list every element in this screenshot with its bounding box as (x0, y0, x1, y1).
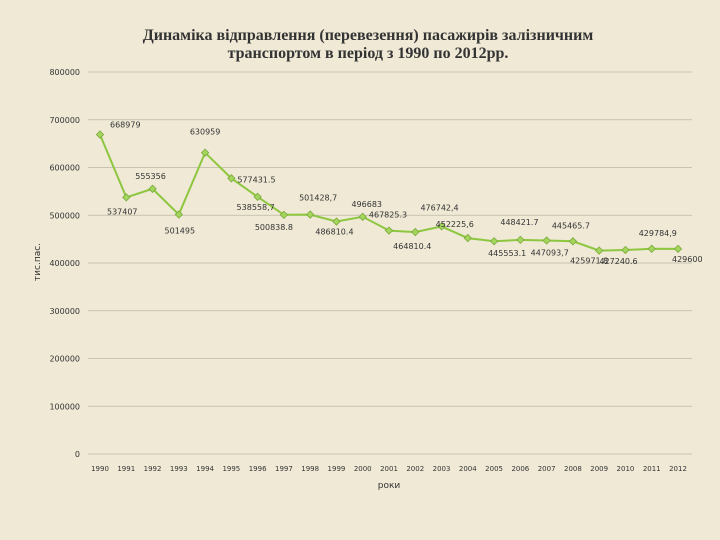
x-tick-label: 2009 (590, 465, 608, 473)
data-label: 630959 (190, 128, 221, 137)
data-point-marker (621, 245, 630, 255)
data-label: 668979 (110, 121, 141, 130)
data-label: 500838.8 (255, 223, 293, 232)
data-label: 427240.6 (599, 257, 637, 266)
data-label: 445553.1 (488, 249, 526, 258)
data-point-marker (122, 193, 131, 202)
y-tick-label: 600000 (49, 164, 80, 173)
data-label: 577431.5 (237, 175, 275, 184)
x-tick-label: 1992 (144, 465, 162, 473)
x-tick-label: 1998 (301, 465, 319, 473)
data-point-marker (95, 130, 105, 139)
x-tick-label: 1997 (275, 465, 293, 473)
data-label: 425971.8 (570, 257, 608, 266)
data-label: 447093,7 (531, 249, 569, 258)
data-point-marker (227, 174, 236, 183)
data-label: 538558,7 (237, 203, 275, 212)
x-axis-title: роки (378, 481, 401, 491)
data-label: 467825.3 (369, 211, 407, 220)
data-point-marker (437, 222, 446, 231)
data-label: 537407 (107, 207, 138, 216)
x-tick-label: 2004 (459, 465, 477, 473)
x-tick-label: 1994 (196, 465, 214, 473)
data-labels: 668979 537407 555356 501495 630959 577431.5 53… (107, 121, 703, 266)
data-label: 555356 (135, 172, 166, 181)
x-tick-label: 2012 (669, 465, 687, 473)
data-label: 501495 (165, 227, 196, 236)
y-axis-ticks: 0 100000 200000 300000 400000 500000 600000 700… (49, 68, 80, 459)
x-axis-ticks: 1990 1991 1992 1993 1994 1995 1996 1997 1998 1999… (91, 465, 687, 473)
series-markers (95, 130, 683, 255)
x-tick-label: 1995 (222, 465, 240, 473)
data-point-marker (647, 244, 656, 253)
x-tick-label: 1993 (170, 465, 188, 473)
y-axis-title: тис.пас. (33, 243, 43, 281)
data-label: 448421.7 (500, 218, 538, 227)
data-point-marker (200, 148, 210, 157)
x-tick-label: 2008 (564, 465, 582, 473)
x-tick-label: 2003 (433, 465, 451, 473)
data-label: 429784,9 (639, 229, 677, 238)
data-point-marker (411, 227, 420, 237)
chart-title-line-1: Динаміка відправлення (перевезення) паса… (143, 27, 594, 44)
data-point-marker (384, 226, 394, 235)
x-tick-label: 2000 (354, 465, 372, 473)
data-label: 496683 (351, 200, 382, 209)
data-label: 452225,6 (436, 220, 474, 229)
x-tick-label: 1996 (249, 465, 267, 473)
y-tick-label: 700000 (49, 116, 80, 125)
y-tick-label: 300000 (49, 307, 80, 316)
y-tick-label: 100000 (49, 402, 80, 411)
data-label: 501428,7 (299, 194, 337, 203)
data-point-marker (174, 210, 183, 219)
y-tick-label: 800000 (49, 68, 80, 77)
data-label: 486810.4 (315, 228, 353, 237)
data-point-marker (489, 237, 499, 246)
x-tick-label: 1991 (117, 465, 135, 473)
data-point-marker (568, 237, 578, 246)
data-point-marker (358, 212, 367, 221)
data-point-marker (148, 184, 157, 193)
x-tick-label: 2007 (538, 465, 556, 473)
y-tick-label: 200000 (49, 355, 80, 364)
data-point-marker (542, 236, 551, 245)
y-tick-label: 0 (75, 450, 80, 459)
x-tick-label: 2010 (617, 465, 635, 473)
y-tick-label: 400000 (49, 259, 80, 268)
gridlines (88, 71, 692, 455)
data-label: 464810.4 (393, 242, 431, 251)
y-tick-label: 500000 (49, 211, 80, 220)
data-label: 445465.7 (552, 221, 590, 230)
x-tick-label: 1999 (328, 465, 346, 473)
data-point-marker (253, 192, 262, 202)
data-point-marker (332, 217, 341, 226)
data-point-marker (516, 235, 525, 245)
data-label: 429600 (672, 255, 703, 264)
data-label: 476742,4 (420, 203, 458, 212)
x-tick-label: 2005 (485, 465, 503, 473)
x-tick-label: 1990 (91, 465, 109, 473)
chart-title-line-2: транспортом в період з 1990 по 2012рр. (228, 45, 509, 62)
x-tick-label: 2001 (380, 465, 398, 473)
data-point-marker (463, 233, 472, 243)
data-point-marker (279, 210, 289, 220)
x-tick-label: 2006 (511, 465, 529, 473)
x-tick-label: 2011 (643, 465, 661, 473)
data-point-marker (306, 210, 315, 219)
data-point-marker (673, 244, 683, 254)
data-point-marker (595, 246, 604, 255)
x-tick-label: 2002 (406, 465, 424, 473)
